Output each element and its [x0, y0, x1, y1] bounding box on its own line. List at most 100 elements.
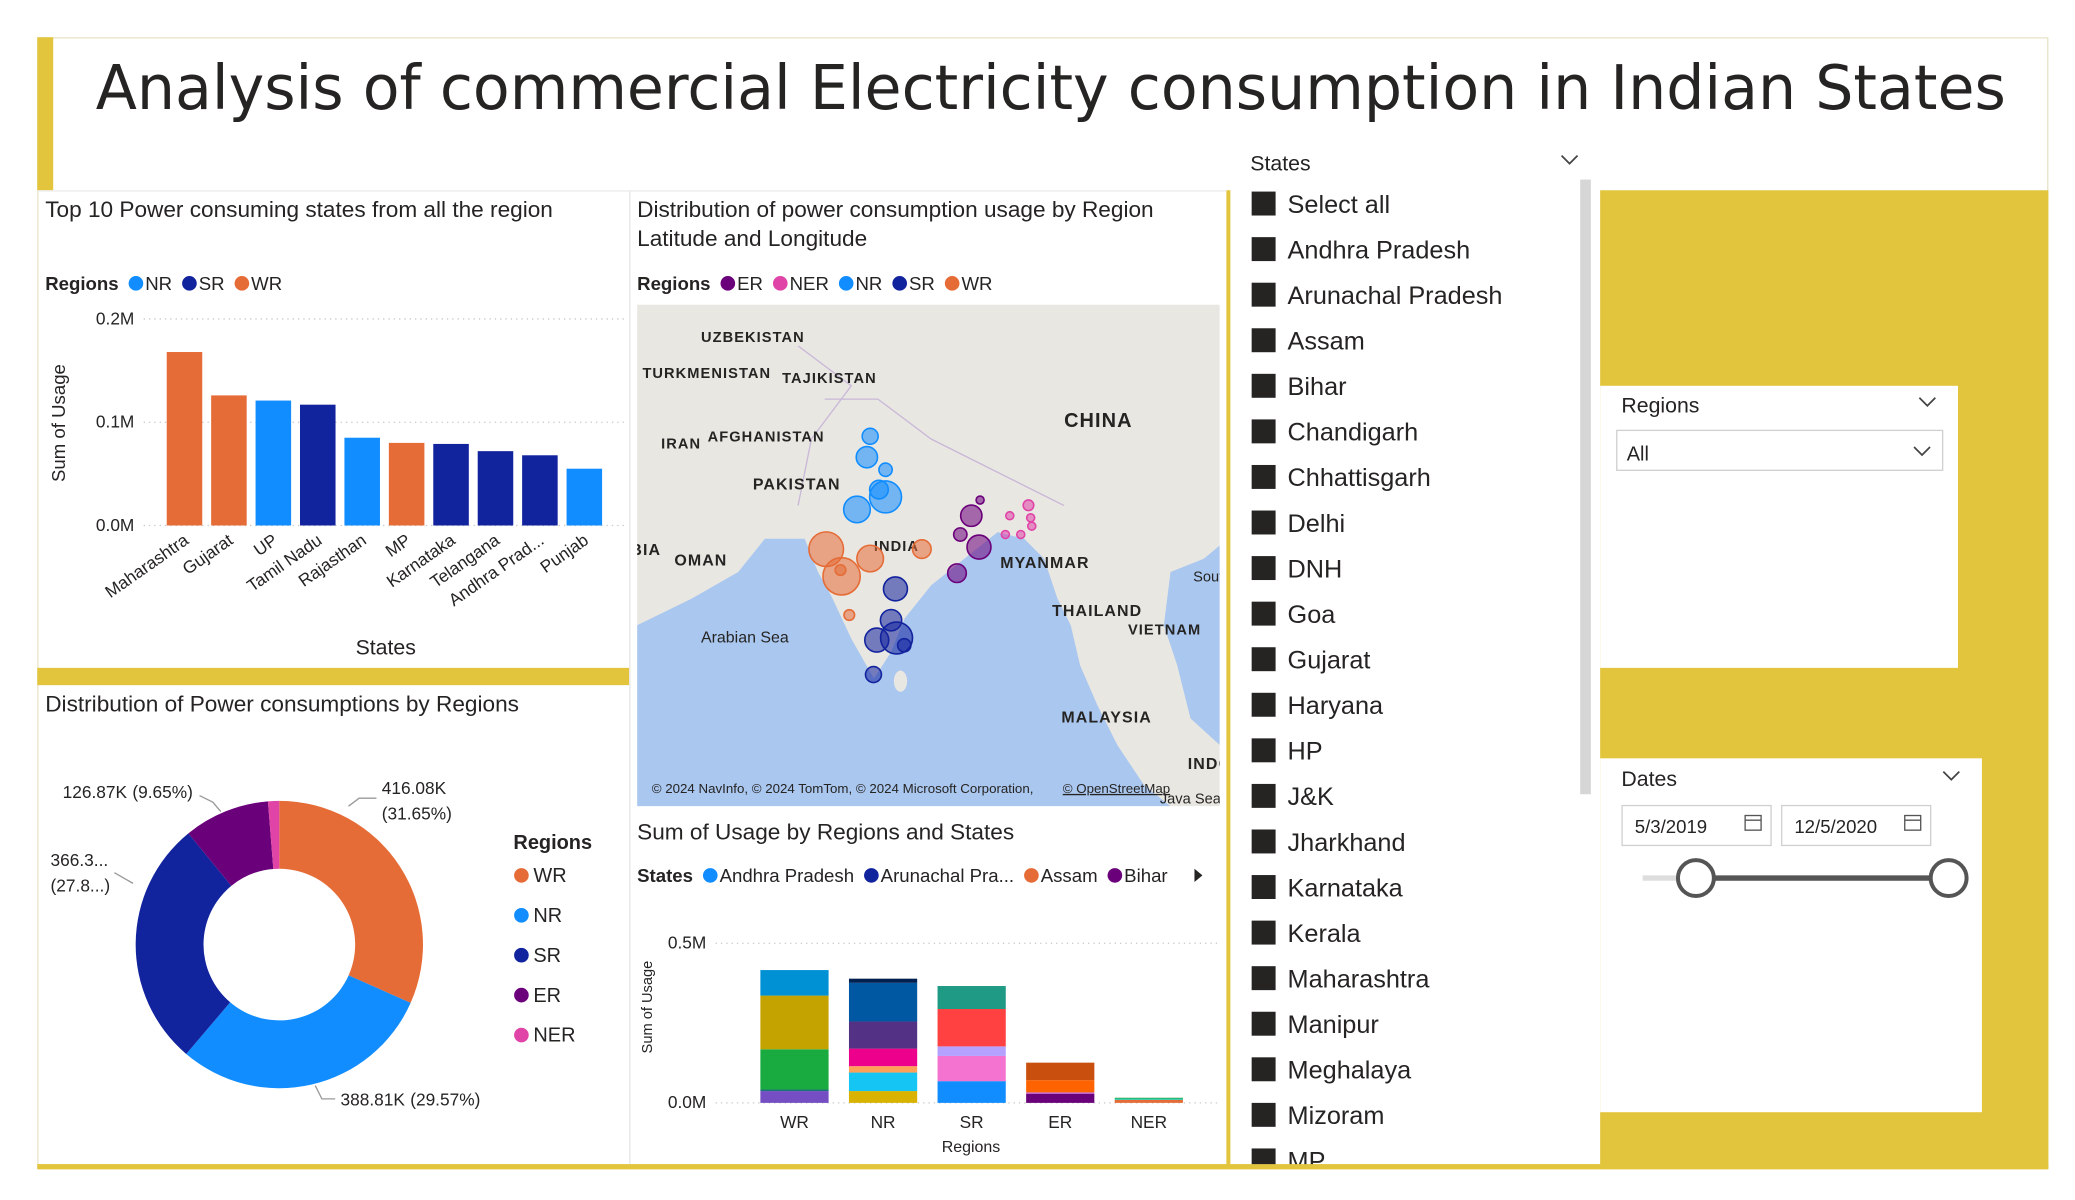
- bar-segment[interactable]: [1026, 1092, 1095, 1094]
- checkbox[interactable]: [1251, 373, 1276, 398]
- checkbox[interactable]: [1251, 1011, 1276, 1036]
- bubble[interactable]: [966, 534, 992, 560]
- slicer-item: Haryana: [1288, 692, 1384, 720]
- checkbox[interactable]: [1251, 829, 1276, 854]
- bubble[interactable]: [855, 445, 879, 469]
- bar-segment[interactable]: [937, 1081, 1006, 1103]
- slider-handle[interactable]: [1928, 858, 1969, 899]
- dropdown[interactable]: [1616, 429, 1944, 471]
- checkbox[interactable]: [1251, 783, 1276, 808]
- checkbox[interactable]: [1251, 920, 1276, 945]
- donut-slice[interactable]: [135, 833, 232, 1054]
- bubble[interactable]: [834, 563, 847, 577]
- map-label: South China Sea: [1193, 569, 1304, 585]
- scrollbar[interactable]: [1580, 179, 1591, 795]
- checkbox[interactable]: [1251, 601, 1276, 626]
- bar-segment[interactable]: [1026, 1080, 1095, 1093]
- checkbox[interactable]: [1251, 1148, 1276, 1172]
- bubble[interactable]: [896, 637, 912, 653]
- legend-label: SR: [909, 273, 935, 294]
- bar-segment[interactable]: [848, 1021, 918, 1049]
- bubble[interactable]: [868, 480, 903, 514]
- checkbox[interactable]: [1251, 556, 1276, 581]
- checkbox[interactable]: [1251, 510, 1276, 535]
- bubble[interactable]: [1025, 513, 1036, 523]
- y-tick-label: 0.2M: [96, 308, 134, 328]
- checkbox[interactable]: [1251, 738, 1276, 763]
- checkbox[interactable]: [1251, 237, 1276, 262]
- bar-segment[interactable]: [848, 1072, 918, 1092]
- checkbox[interactable]: [1251, 966, 1276, 991]
- bubble[interactable]: [863, 627, 890, 653]
- bubble[interactable]: [882, 576, 909, 602]
- x-tick-label: ER: [1048, 1112, 1072, 1132]
- dropdown-chevron[interactable]: [1913, 446, 1931, 457]
- bar-segment[interactable]: [848, 978, 918, 983]
- bubble[interactable]: [1022, 499, 1035, 512]
- dropdown-chevron[interactable]: [1918, 397, 1936, 407]
- bubble[interactable]: [864, 665, 883, 684]
- checkbox[interactable]: [1251, 875, 1276, 900]
- bar-segment[interactable]: [1026, 1062, 1095, 1081]
- legend-label: WR: [961, 273, 992, 294]
- bubble[interactable]: [959, 504, 983, 528]
- bar-segment[interactable]: [937, 1055, 1006, 1082]
- bar: [477, 451, 514, 526]
- checkbox[interactable]: [1251, 464, 1276, 489]
- page-title: Analysis of commercial Electricity consu…: [96, 53, 2006, 124]
- date-input[interactable]: [1781, 804, 1932, 847]
- bar-segment[interactable]: [1026, 1093, 1095, 1103]
- legend-label: NR: [856, 273, 883, 294]
- slicer-item: Karnataka: [1288, 874, 1404, 902]
- slider-handle[interactable]: [1675, 858, 1716, 899]
- bar-segment[interactable]: [1114, 1097, 1183, 1099]
- donut-slice[interactable]: [279, 800, 423, 1003]
- checkbox[interactable]: [1251, 1102, 1276, 1127]
- bubble[interactable]: [842, 495, 872, 524]
- date-input[interactable]: [1621, 804, 1772, 847]
- donut-slice[interactable]: [186, 975, 411, 1089]
- checkbox[interactable]: [1251, 191, 1276, 216]
- bar-segment[interactable]: [848, 1066, 918, 1073]
- bar-segment[interactable]: [937, 986, 1006, 1010]
- checkbox[interactable]: [1251, 419, 1276, 444]
- map[interactable]: UZBEKISTAN TURKMENISTAN TAJIKISTAN IRAN AFGH…: [593, 304, 1305, 808]
- bubble[interactable]: [911, 539, 932, 560]
- legend-scroll-arrow[interactable]: [1194, 868, 1203, 883]
- bubble[interactable]: [1015, 529, 1026, 540]
- bar-segment[interactable]: [1114, 1099, 1183, 1103]
- donut-slice[interactable]: [267, 800, 280, 869]
- bar-segment[interactable]: [937, 1009, 1006, 1047]
- checkbox[interactable]: [1251, 692, 1276, 717]
- checkbox[interactable]: [1251, 282, 1276, 307]
- bar-segment[interactable]: [760, 1089, 829, 1092]
- bar-segment[interactable]: [760, 1091, 829, 1103]
- dropdown-chevron[interactable]: [1942, 771, 1960, 781]
- checkbox[interactable]: [1251, 328, 1276, 353]
- bubble[interactable]: [856, 544, 885, 573]
- bubble[interactable]: [975, 495, 985, 505]
- bar-segment[interactable]: [760, 995, 829, 1050]
- checkbox[interactable]: [1251, 647, 1276, 672]
- bubble[interactable]: [1000, 529, 1011, 540]
- bar-segment[interactable]: [848, 1091, 918, 1103]
- bar-segment[interactable]: [760, 970, 829, 996]
- bubble[interactable]: [1004, 510, 1015, 521]
- dropdown-chevron[interactable]: [1560, 155, 1579, 165]
- bubble[interactable]: [878, 462, 894, 478]
- bar-segment[interactable]: [848, 982, 918, 1022]
- checkbox[interactable]: [1251, 1057, 1276, 1082]
- bar-segment[interactable]: [1114, 1098, 1183, 1100]
- legend-marker: [514, 987, 529, 1003]
- x-tick-label: WR: [780, 1112, 809, 1132]
- bubble[interactable]: [843, 608, 856, 622]
- bubble[interactable]: [822, 556, 862, 596]
- bar-segment[interactable]: [848, 1048, 918, 1067]
- bubble[interactable]: [861, 427, 879, 446]
- bubble[interactable]: [952, 527, 968, 542]
- bar-segment[interactable]: [937, 1046, 1006, 1056]
- bar-segment[interactable]: [760, 1049, 829, 1090]
- bubble[interactable]: [946, 563, 968, 584]
- donut-slice[interactable]: [188, 801, 274, 886]
- bubble[interactable]: [1026, 521, 1037, 531]
